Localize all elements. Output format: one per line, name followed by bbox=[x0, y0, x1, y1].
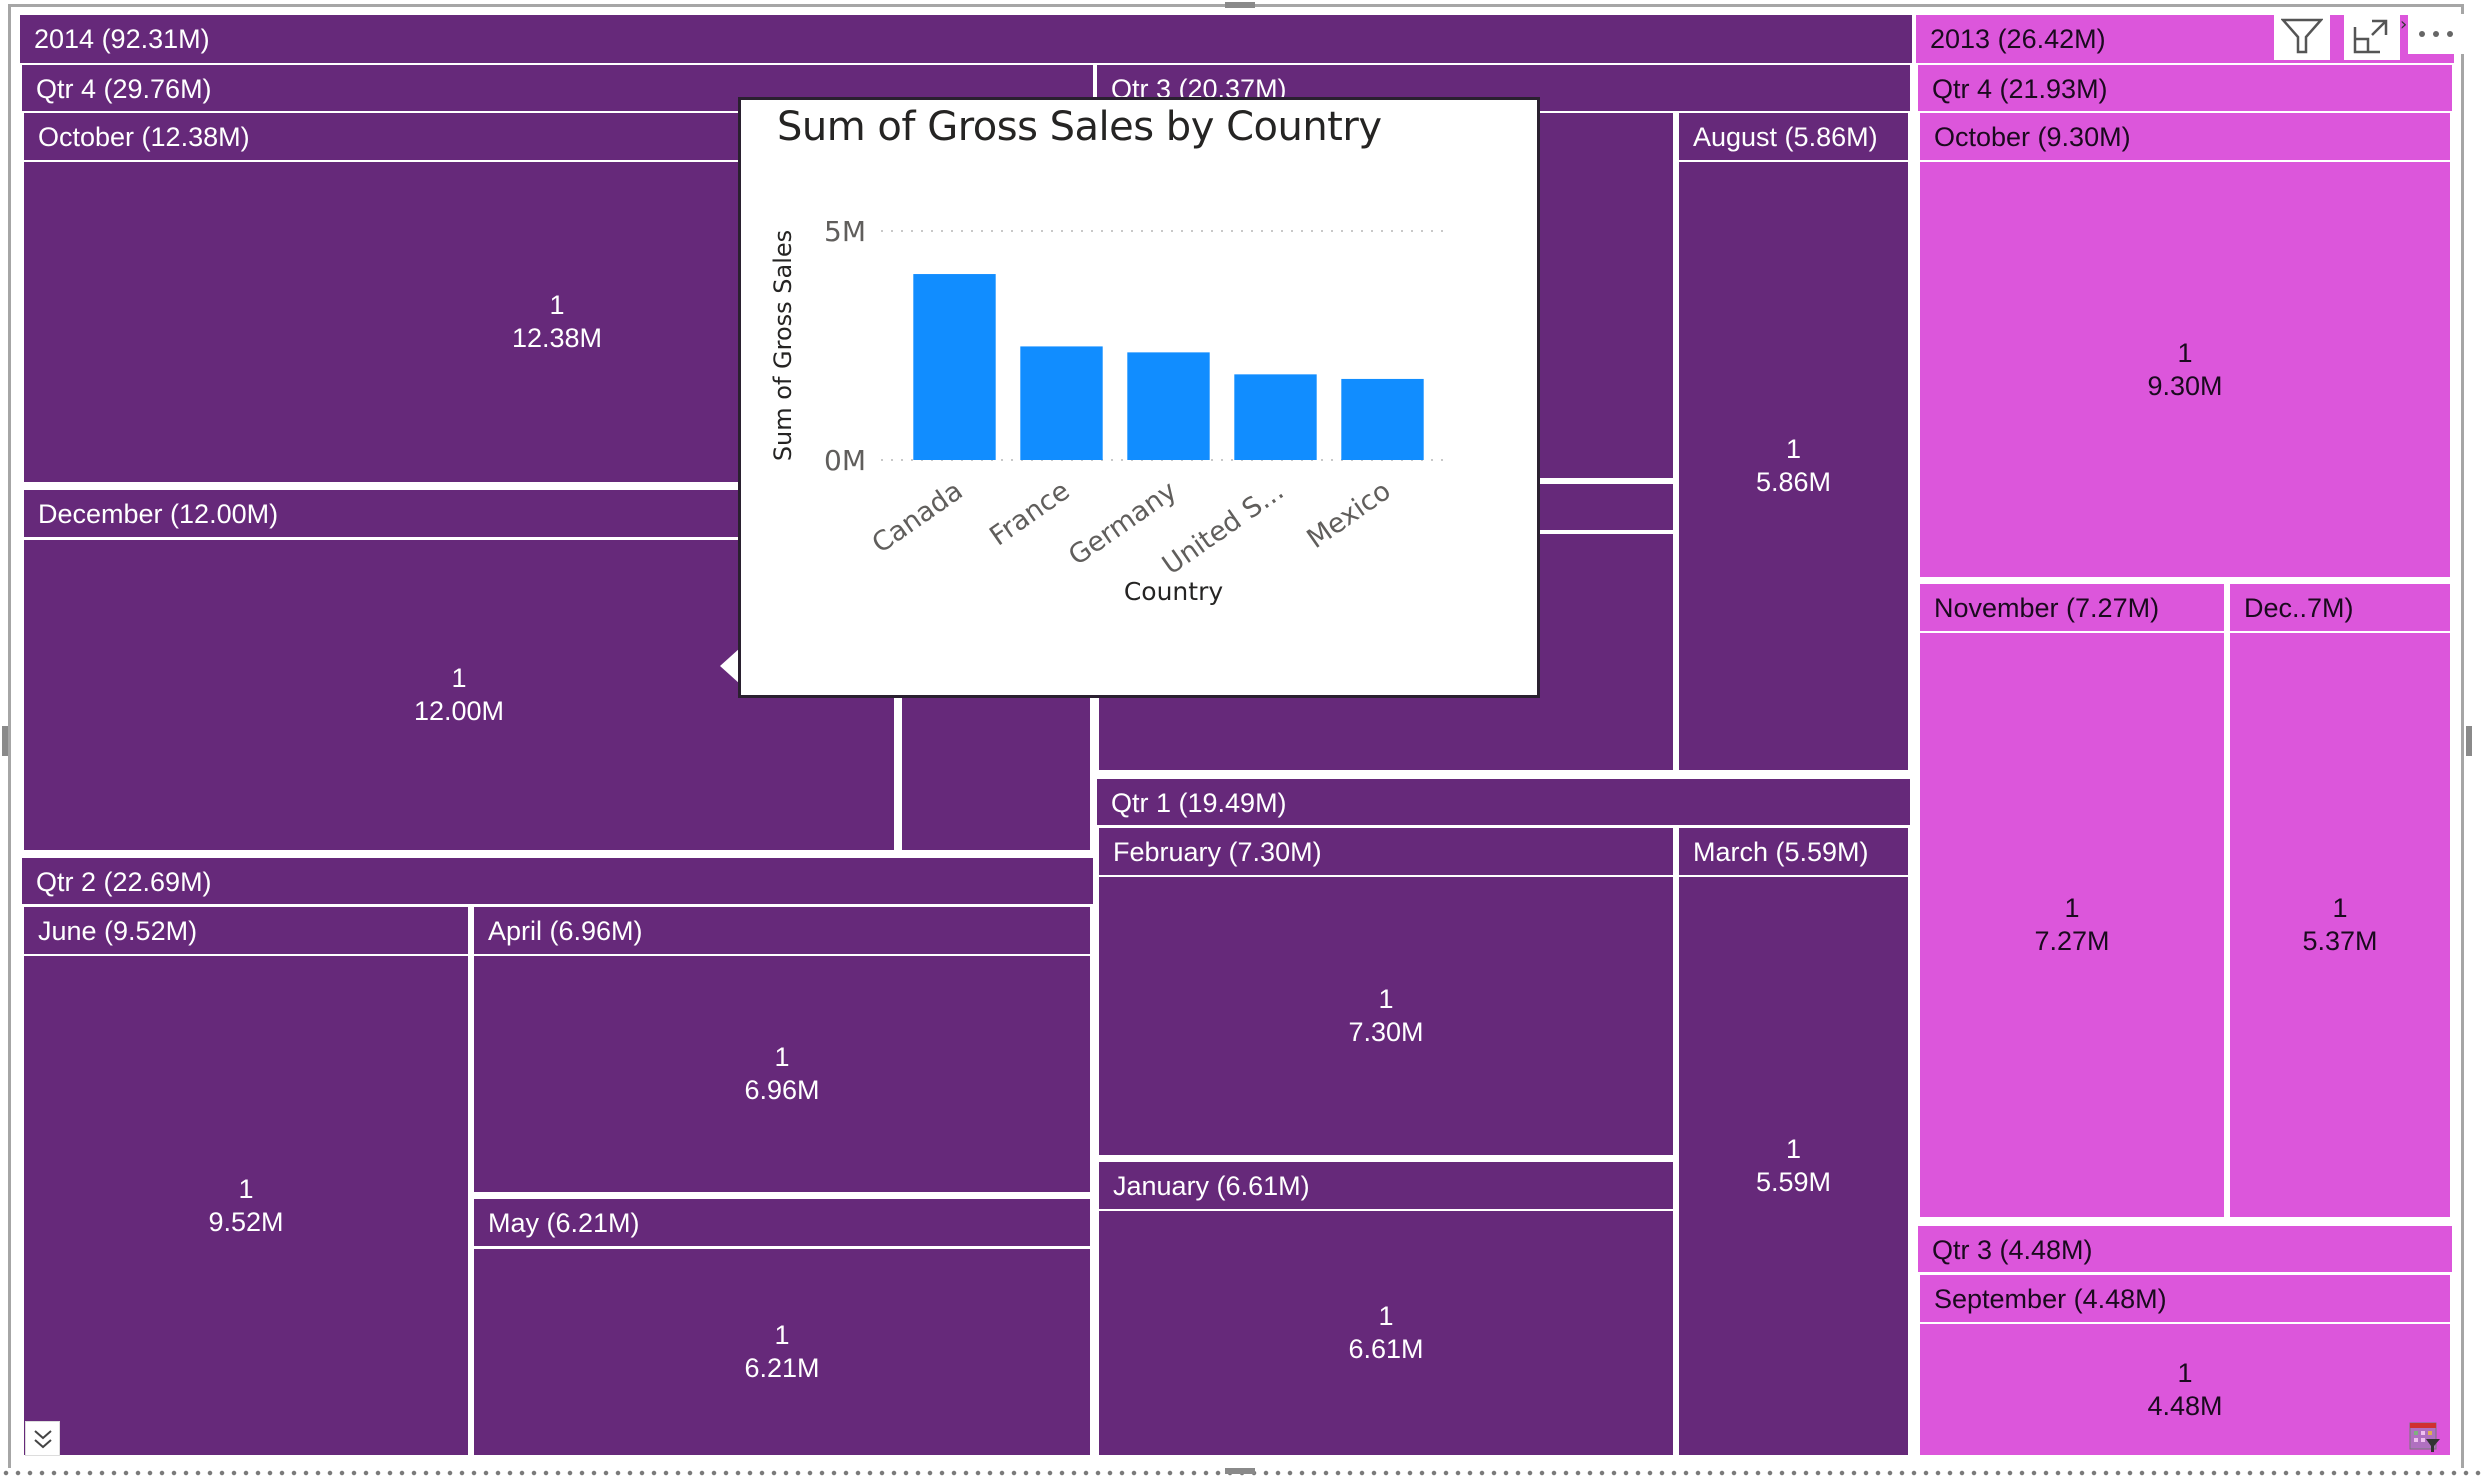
treemap-tile-2014-august[interactable]: 1 5.86M bbox=[1679, 162, 1908, 770]
tile-count: 1 bbox=[1785, 1134, 1802, 1164]
x-tick-label: Mexico bbox=[1302, 475, 1397, 554]
bar-mexico bbox=[1341, 378, 1424, 460]
tile-count: 1 bbox=[238, 1173, 254, 1204]
treemap-header-2014-february[interactable]: February (7.30M) bbox=[1099, 828, 1673, 875]
chart-title: Sum of Gross Sales by Country bbox=[777, 104, 1382, 150]
filter-icon bbox=[2281, 18, 2323, 54]
chevron-right-icon: › bbox=[2400, 14, 2408, 35]
treemap-tile-2014-may[interactable]: 1 6.21M bbox=[474, 1249, 1090, 1455]
tile-value: 5.59M bbox=[1755, 1167, 1832, 1197]
tile-count: 1 bbox=[1785, 434, 1802, 464]
more-options-icon bbox=[2419, 31, 2453, 37]
tile-count: 1 bbox=[774, 1320, 790, 1350]
treemap-group-2014-qtr2[interactable]: Qtr 2 (22.69M) bbox=[22, 858, 1093, 904]
double-chevron-down-icon bbox=[33, 1429, 52, 1448]
tooltip-pointer bbox=[720, 648, 740, 684]
treemap-header-2013-september[interactable]: September (4.48M) bbox=[1920, 1275, 2450, 1322]
tile-count: 1 bbox=[1378, 984, 1394, 1014]
treemap-group-2013-qtr3[interactable]: Qtr 3 (4.48M) bbox=[1918, 1226, 2452, 1272]
treemap-tile-2014-april[interactable]: 1 6.96M bbox=[474, 956, 1090, 1192]
treemap-header-2013-december[interactable]: Dec..7M) bbox=[2230, 584, 2450, 631]
tile-value: 6.96M bbox=[744, 1075, 820, 1105]
more-options-button[interactable] bbox=[2408, 14, 2464, 54]
x-tick-label: France bbox=[984, 475, 1075, 552]
y-tick-label: 0M bbox=[824, 444, 866, 477]
tile-value: 4.48M bbox=[2147, 1390, 2223, 1421]
tile-count: 1 bbox=[774, 1042, 790, 1072]
tile-value: 12.38M bbox=[511, 323, 603, 353]
x-tick-label: Canada bbox=[867, 475, 969, 559]
resize-handle-top[interactable] bbox=[1225, 2, 1255, 8]
treemap-header-2014-june[interactable]: June (9.52M) bbox=[24, 907, 468, 954]
treemap-group-2013-qtr4[interactable]: Qtr 4 (21.93M) bbox=[1918, 65, 2452, 111]
tile-count: 1 bbox=[2064, 893, 2080, 923]
tile-count: 1 bbox=[2332, 893, 2348, 923]
treemap-group-2014[interactable]: 2014 (92.31M) bbox=[20, 15, 1912, 63]
treemap-tile-2013-september[interactable]: 1 4.48M bbox=[1920, 1324, 2450, 1455]
treemap-header-2014-march[interactable]: March (5.59M) bbox=[1679, 828, 1908, 875]
treemap-header-2014-may[interactable]: May (6.21M) bbox=[474, 1199, 1090, 1246]
tile-value: 6.61M bbox=[1348, 1334, 1424, 1364]
focus-mode-icon bbox=[2353, 19, 2388, 54]
treemap-header-2013-november[interactable]: November (7.27M) bbox=[1920, 584, 2224, 631]
treemap-tile-2014-january[interactable]: 1 6.61M bbox=[1099, 1211, 1673, 1455]
tile-value: 6.21M bbox=[744, 1353, 820, 1383]
treemap-tile-2013-december[interactable]: 1 5.37M bbox=[2230, 633, 2450, 1217]
bar-united-s- bbox=[1234, 374, 1317, 460]
treemap-header-2014-april[interactable]: April (6.96M) bbox=[474, 907, 1090, 954]
tile-value: 7.27M bbox=[2034, 926, 2110, 956]
x-tick-label: United S... bbox=[1157, 475, 1290, 581]
tile-count: 1 bbox=[2177, 1357, 2193, 1388]
drill-down-toggle[interactable] bbox=[25, 1421, 60, 1456]
treemap-tile-2013-october[interactable]: 1 9.30M bbox=[1920, 162, 2450, 577]
treemap-tile-2014-march[interactable]: 1 5.59M bbox=[1679, 877, 1908, 1455]
calendar-filter-icon bbox=[2409, 1421, 2441, 1453]
x-axis-title: Country bbox=[1124, 577, 1224, 606]
tile-value: 9.30M bbox=[2147, 370, 2223, 401]
treemap-tile-2013-november[interactable]: 1 7.27M bbox=[1920, 633, 2224, 1217]
treemap-group-2014-qtr1[interactable]: Qtr 1 (19.49M) bbox=[1097, 779, 1910, 825]
bar-canada bbox=[913, 274, 996, 460]
treemap-tile-2014-february[interactable]: 1 7.30M bbox=[1099, 877, 1673, 1155]
tile-count: 1 bbox=[451, 663, 467, 693]
report-page-tooltip: Sum of Gross Sales by Country 0M 5M Canada… bbox=[738, 97, 1540, 698]
tile-value: 9.52M bbox=[208, 1206, 284, 1237]
bar-france bbox=[1020, 346, 1103, 460]
tile-count: 1 bbox=[2177, 337, 2193, 368]
y-tick-label: 5M bbox=[824, 215, 866, 248]
tile-count: 1 bbox=[549, 290, 565, 320]
tile-value: 5.86M bbox=[1755, 467, 1832, 497]
focus-mode-button[interactable] bbox=[2344, 12, 2400, 60]
tile-value: 7.30M bbox=[1348, 1017, 1424, 1047]
resize-handle-right[interactable] bbox=[2466, 726, 2472, 756]
resize-handle-bottom[interactable] bbox=[1225, 1468, 1255, 1474]
treemap-header-2014-august[interactable]: August (5.86M) bbox=[1679, 113, 1908, 160]
resize-handle-left[interactable] bbox=[2, 726, 8, 756]
tile-count: 1 bbox=[1378, 1301, 1394, 1331]
y-axis-title: Sum of Gross Sales bbox=[769, 230, 797, 461]
treemap-header-2013-october[interactable]: October (9.30M) bbox=[1920, 113, 2450, 160]
treemap-header-2014-january[interactable]: January (6.61M) bbox=[1099, 1162, 1673, 1209]
treemap-tile-2014-june[interactable]: 1 9.52M bbox=[24, 956, 468, 1455]
bar-germany bbox=[1127, 352, 1210, 460]
filter-button[interactable] bbox=[2274, 12, 2330, 60]
tile-value: 5.37M bbox=[2302, 926, 2378, 956]
tile-value: 12.00M bbox=[413, 696, 505, 726]
